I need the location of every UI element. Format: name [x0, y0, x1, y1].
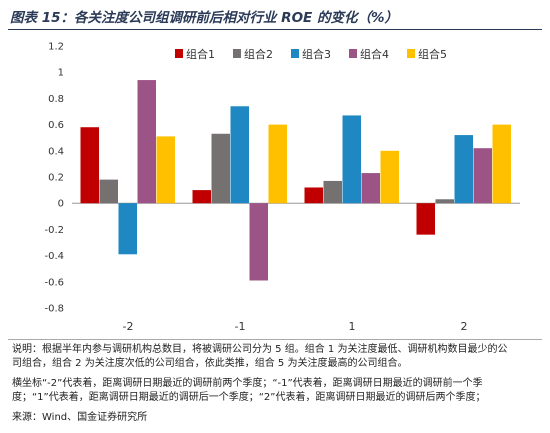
- note-line-1: 说明：根据半年内参与调研机构总数目，将被调研公司分为 5 组。组合 1 为关注度…: [12, 344, 508, 355]
- legend-label-组合1: 组合1: [186, 47, 215, 61]
- legend-label-组合3: 组合3: [302, 47, 331, 61]
- notes-divider: [8, 339, 542, 340]
- legend-swatch-组合5: [407, 49, 415, 58]
- x-category-label: 1: [349, 320, 356, 333]
- bar-组合2--2: [99, 179, 118, 204]
- legend-swatch-组合3: [291, 49, 299, 58]
- bar-组合1--1: [192, 190, 211, 204]
- bar-组合5-1: [380, 150, 399, 204]
- source-note: 来源：Wind、国金证券研究所: [12, 412, 148, 423]
- note-line-2: 司组合，组合 2 为关注度次低的公司组合，依此类推，组合 5 为关注度最高的公司…: [12, 358, 408, 369]
- chart-title: 图表 15：各关注度公司组调研前后相对行业 ROE 的变化（%）: [10, 10, 399, 26]
- legend-label-组合5: 组合5: [418, 47, 447, 61]
- bar-组合1--2: [80, 127, 99, 204]
- bar-组合2-1: [323, 180, 342, 204]
- legend-swatch-组合1: [175, 49, 183, 58]
- legend-swatch-组合2: [233, 49, 241, 58]
- x-category-label: -2: [123, 320, 134, 333]
- bar-组合3-1: [342, 115, 361, 204]
- bar-组合4-1: [361, 173, 380, 204]
- legend-swatch-组合4: [349, 49, 357, 58]
- y-tick-label: -0.8: [44, 304, 64, 315]
- y-tick-label: 1.2: [48, 42, 64, 53]
- y-tick-label: 0.8: [48, 94, 64, 105]
- y-tick-label: -0.2: [44, 225, 64, 236]
- y-tick-label: 0: [58, 199, 64, 210]
- bar-组合5--2: [156, 136, 175, 204]
- bar-组合1-1: [304, 187, 323, 204]
- y-tick-label: 0.2: [48, 173, 64, 184]
- y-tick-label: 1: [58, 68, 64, 79]
- figure-notes: 说明：根据半年内参与调研机构总数目，将被调研公司分为 5 组。组合 1 为关注度…: [12, 343, 542, 425]
- y-tick-label: -0.4: [44, 251, 64, 262]
- bar-组合3--1: [230, 106, 249, 204]
- bar-组合3--2: [118, 203, 137, 255]
- bar-组合1-2: [416, 203, 435, 235]
- legend-label-组合2: 组合2: [244, 47, 273, 61]
- x-category-label: 2: [461, 320, 468, 333]
- bar-组合2--1: [211, 133, 230, 204]
- note-line-3: 横坐标“-2”代表着，距离调研日期最近的调研前两个季度；“-1”代表着，距离调研…: [12, 378, 483, 389]
- note-line-4: 度；“1”代表着，距离调研日期最近的调研后一个季度；“2”代表着，距离调研日期最…: [12, 392, 486, 403]
- bar-组合4--2: [137, 80, 156, 204]
- title-divider: [8, 29, 542, 30]
- y-tick-label: 0.4: [48, 146, 64, 157]
- bar-组合4--1: [249, 203, 268, 281]
- legend-label-组合4: 组合4: [360, 47, 389, 61]
- bar-组合3-2: [454, 135, 473, 204]
- bar-组合5--1: [268, 124, 287, 204]
- y-tick-label: 0.6: [48, 120, 64, 131]
- bar-组合5-2: [492, 124, 511, 204]
- x-category-label: -1: [235, 320, 246, 333]
- bar-组合4-2: [473, 148, 492, 204]
- bar-chart: -0.8 -0.6 -0.4 -0.2 0 0.2 0.4 0.6 0.8 1 1.2 -2 -1 1 2 组…: [44, 42, 520, 333]
- y-tick-label: -0.6: [44, 277, 64, 288]
- bar-组合2-2: [435, 199, 454, 204]
